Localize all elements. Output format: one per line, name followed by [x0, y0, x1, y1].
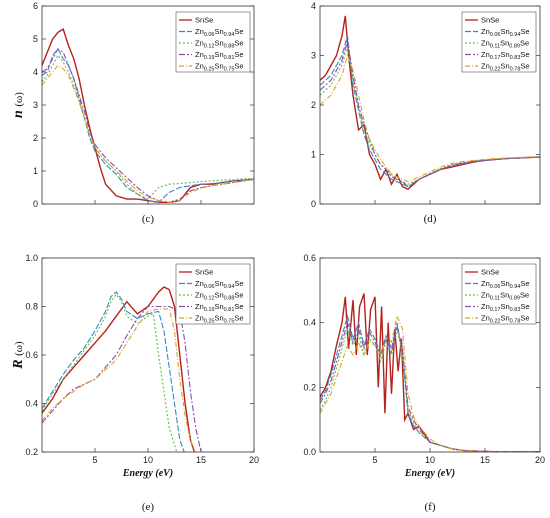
chart-panel-c: 0 1 2 3 4 5 6 n (ω) (c) SnSe Zn0.06Sn0.94SeZn0.12S… — [11, 1, 255, 225]
series-group — [320, 293, 540, 452]
series-line — [320, 314, 540, 452]
series-group — [42, 28, 254, 203]
legend-label: Zn0.25Sn0.75Se — [195, 62, 244, 73]
y-axis-label: n (ω) — [11, 92, 26, 118]
legend-label: Zn0.17Sn0.83Se — [481, 50, 530, 61]
y-tick-label: 2 — [311, 100, 316, 110]
series-line — [320, 53, 540, 183]
series-line — [320, 327, 540, 452]
series-line — [42, 293, 178, 452]
series-line — [42, 291, 185, 452]
legend: SnSe Zn0.06Sn0.94SeZn0.11Sn0.89SeZn0.17Sn… — [461, 263, 537, 325]
legend-label: Zn0.06Sn0.94Se — [195, 279, 244, 290]
legend-label: Zn0.22Sn0.78Se — [481, 314, 530, 325]
x-tick-label: 20 — [249, 455, 259, 465]
y-tick-label: 0.8 — [25, 302, 38, 312]
y-tick-label: 0.4 — [25, 399, 38, 409]
panel-label: (d) — [424, 213, 437, 225]
x-tick-label: 20 — [535, 455, 545, 465]
legend-label: Zn0.22Sn0.78Se — [481, 62, 530, 73]
y-tick-label: 0.6 — [25, 350, 38, 360]
y-tick-label: 0.0 — [303, 447, 316, 457]
legend: SnSe Zn0.06Sn0.94SeZn0.12Sn0.88SeZn0.19Sn… — [175, 11, 251, 73]
y-tick-label: 0 — [311, 199, 316, 209]
legend-box — [461, 263, 537, 325]
legend-box — [461, 11, 537, 73]
legend-label: Zn0.19Sn0.81Se — [195, 50, 244, 61]
series-line — [42, 308, 196, 452]
y-tick-label: 1 — [311, 150, 316, 160]
legend-box — [175, 11, 251, 73]
y-tick-label: 5 — [33, 34, 38, 44]
legend-label: SnSe — [195, 16, 213, 25]
panel-label: (f) — [425, 501, 436, 513]
legend: SnSe Zn0.06Sn0.94SeZn0.11Sn0.89SeZn0.17Sn… — [461, 11, 537, 73]
series-line — [42, 286, 196, 452]
y-tick-label: 0.4 — [303, 318, 316, 328]
y-tick-label: 0.6 — [303, 253, 316, 263]
panel-label: (e) — [142, 501, 155, 513]
x-axis-label: Energy (eV) — [404, 468, 455, 479]
chart-panel-f: 0.0 0.2 0.4 0.6 5 10 15 20 Energy (eV) (f) SnSe Zn0… — [303, 253, 545, 513]
series-line — [320, 40, 540, 188]
legend-label: Zn0.11Sn0.89Se — [481, 291, 529, 302]
legend: SnSe Zn0.06Sn0.94SeZn0.12Sn0.88SeZn0.19Sn… — [175, 263, 251, 325]
legend-label: Zn0.11Sn0.89Se — [481, 39, 529, 50]
panel-label: (c) — [142, 213, 155, 225]
chart-panel-d: 0 1 2 3 4 (d) SnSe Zn0.06Sn0.94SeZn0.11Sn0.89Se… — [311, 1, 541, 225]
x-tick-label: 10 — [425, 455, 435, 465]
series-line — [42, 48, 254, 203]
y-tick-label: 0.2 — [25, 447, 38, 457]
y-axis-label: R (ω) — [11, 341, 26, 370]
y-tick-label: 3 — [311, 51, 316, 61]
series-line — [42, 47, 254, 203]
series-line — [42, 64, 254, 203]
y-tick-label: 4 — [311, 1, 316, 11]
legend-label: Zn0.25Sn0.75Se — [195, 314, 244, 325]
x-tick-label: 5 — [92, 455, 97, 465]
legend-label: Zn0.06Sn0.94Se — [195, 27, 244, 38]
x-tick-label: 10 — [143, 455, 153, 465]
legend-label: SnSe — [195, 268, 213, 277]
y-tick-label: 4 — [33, 67, 38, 77]
legend-box — [175, 263, 251, 325]
legend-label: Zn0.17Sn0.83Se — [481, 302, 530, 313]
y-tick-label: 0.2 — [303, 382, 316, 392]
x-tick-label: 15 — [196, 455, 206, 465]
legend-label: Zn0.06Sn0.94Se — [481, 27, 530, 38]
legend-label: Zn0.12Sn0.88Se — [195, 39, 244, 50]
x-axis-label: Energy (eV) — [122, 468, 173, 479]
legend-label: SnSe — [481, 16, 499, 25]
y-tick-label: 0 — [33, 199, 38, 209]
series-line — [320, 314, 540, 452]
series-line — [42, 54, 254, 200]
series-group — [320, 15, 540, 191]
y-tick-label: 2 — [33, 133, 38, 143]
y-tick-label: 1.0 — [25, 253, 38, 263]
legend-label: Zn0.06Sn0.94Se — [481, 279, 530, 290]
y-tick-label: 1 — [33, 166, 38, 176]
x-tick-label: 5 — [372, 455, 377, 465]
series-group — [42, 286, 202, 452]
y-tick-label: 6 — [33, 1, 38, 11]
series-line — [320, 320, 540, 452]
series-line — [42, 305, 202, 452]
legend-label: SnSe — [481, 268, 499, 277]
legend-label: Zn0.19Sn0.81Se — [195, 302, 244, 313]
y-tick-label: 3 — [33, 100, 38, 110]
x-tick-label: 15 — [480, 455, 490, 465]
chart-panel-e: 0.2 0.4 0.6 0.8 1.0 5 10 15 20 R (ω) Energy (eV) (e… — [11, 253, 259, 513]
legend-label: Zn0.12Sn0.88Se — [195, 291, 244, 302]
